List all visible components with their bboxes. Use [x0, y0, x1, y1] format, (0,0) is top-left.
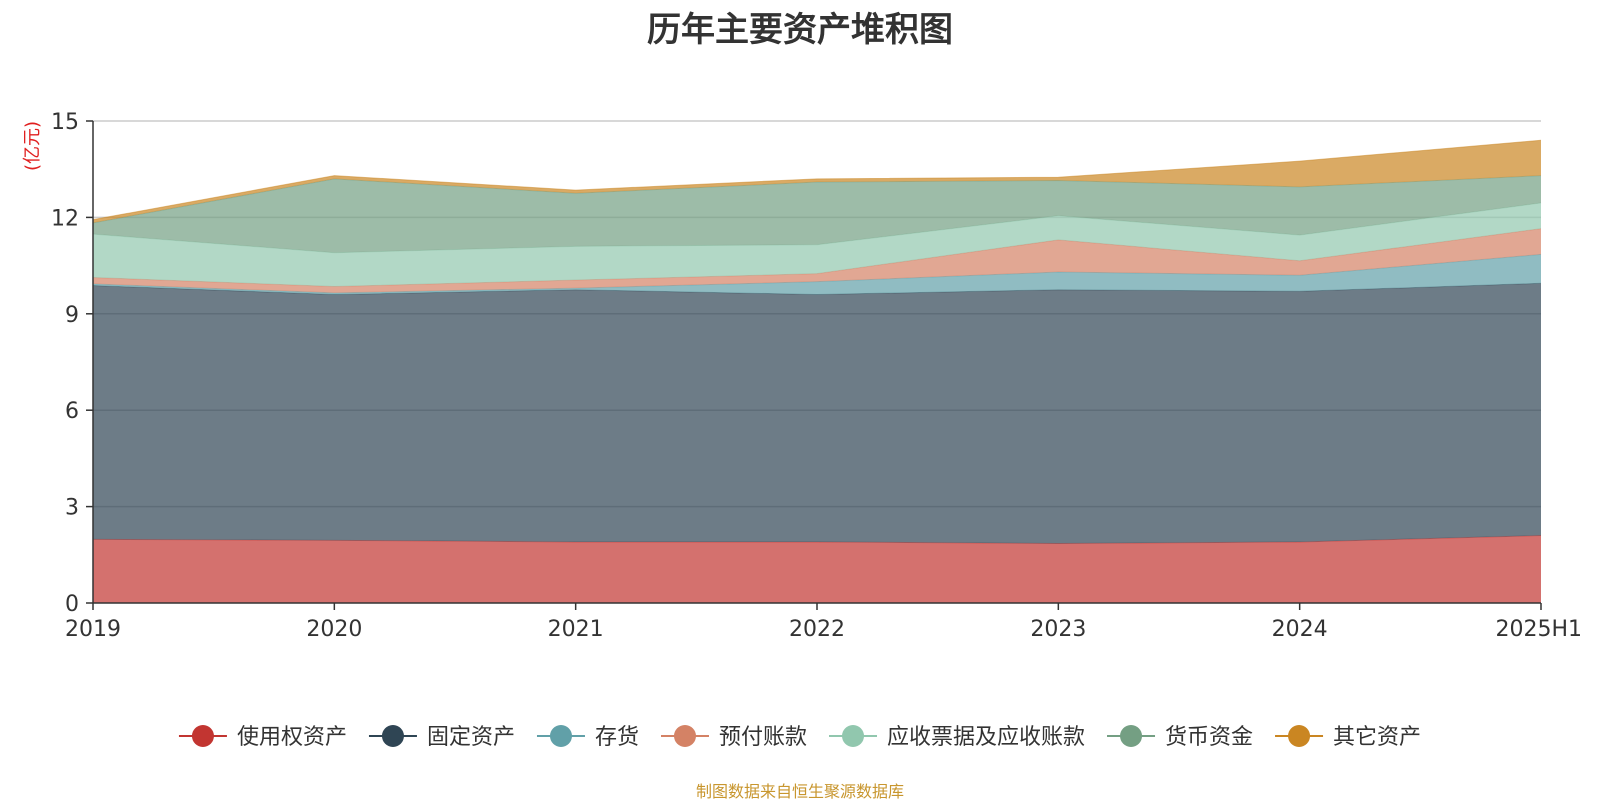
- y-tick-label: 12: [51, 206, 79, 231]
- legend-marker: [842, 725, 865, 747]
- y-tick-label: 0: [65, 592, 79, 617]
- area-series-7-line: [92, 139, 1542, 221]
- legend-marker: [191, 725, 214, 747]
- legend-label: 其它资产: [1333, 725, 1421, 750]
- x-tick-label: 2025H1: [1495, 617, 1582, 642]
- y-axis-label: (亿元): [22, 121, 43, 171]
- y-tick-label: 6: [65, 399, 79, 424]
- chart-title: 历年主要资产堆积图: [647, 10, 953, 50]
- legend-marker: [673, 725, 696, 747]
- legend-item-1[interactable]: 使用权资产: [178, 725, 347, 750]
- x-tick-label: 2022: [789, 617, 845, 642]
- x-tick-label: 2020: [306, 617, 362, 642]
- legend-label: 使用权资产: [237, 725, 347, 750]
- area-series-1: [93, 535, 1541, 603]
- y-tick-label: 15: [51, 110, 79, 135]
- legend-label: 货币资金: [1165, 725, 1253, 750]
- legend-item-5[interactable]: 应收票据及应收账款: [829, 725, 1085, 750]
- legend-marker: [1120, 725, 1143, 747]
- y-tick-label: 9: [65, 303, 79, 328]
- legend-marker: [1288, 725, 1311, 747]
- area-series-group: [92, 139, 1542, 603]
- legend-item-2[interactable]: 固定资产: [368, 725, 515, 750]
- legend-label: 应收票据及应收账款: [887, 725, 1085, 750]
- area-series-7: [93, 140, 1541, 223]
- legend-item-4[interactable]: 预付账款: [660, 725, 807, 750]
- x-tick-label: 2024: [1272, 617, 1328, 642]
- legend-item-3[interactable]: 存货: [536, 725, 639, 750]
- legend-label: 存货: [595, 725, 639, 750]
- area-series-3: [93, 254, 1541, 295]
- source-note: 制图数据来自恒生聚源数据库: [695, 782, 904, 801]
- x-tick-label: 2023: [1030, 617, 1086, 642]
- legend-marker: [549, 725, 572, 747]
- legend-label: 固定资产: [427, 725, 515, 750]
- legend-item-6[interactable]: 货币资金: [1107, 725, 1253, 750]
- y-tick-label: 3: [65, 496, 79, 521]
- legend-label: 预付账款: [719, 725, 807, 750]
- area-series-6: [93, 175, 1541, 253]
- legend-marker: [381, 725, 404, 747]
- x-tick-label: 2019: [65, 617, 121, 642]
- axes: 0 3 6 9 12 15 2019 2020 2021 2022 2023 2024 2025H1: [51, 110, 1582, 642]
- area-series-2: [93, 283, 1541, 544]
- x-tick-label: 2021: [548, 617, 604, 642]
- legend-item-7[interactable]: 其它资产: [1275, 725, 1421, 750]
- legend[interactable]: 使用权资产 固定资产 存货 预付账款 应收票据及应收账款 货币资金 其它资产: [178, 725, 1421, 750]
- area-series-1-line: [92, 535, 1542, 545]
- area-series-4: [93, 228, 1541, 293]
